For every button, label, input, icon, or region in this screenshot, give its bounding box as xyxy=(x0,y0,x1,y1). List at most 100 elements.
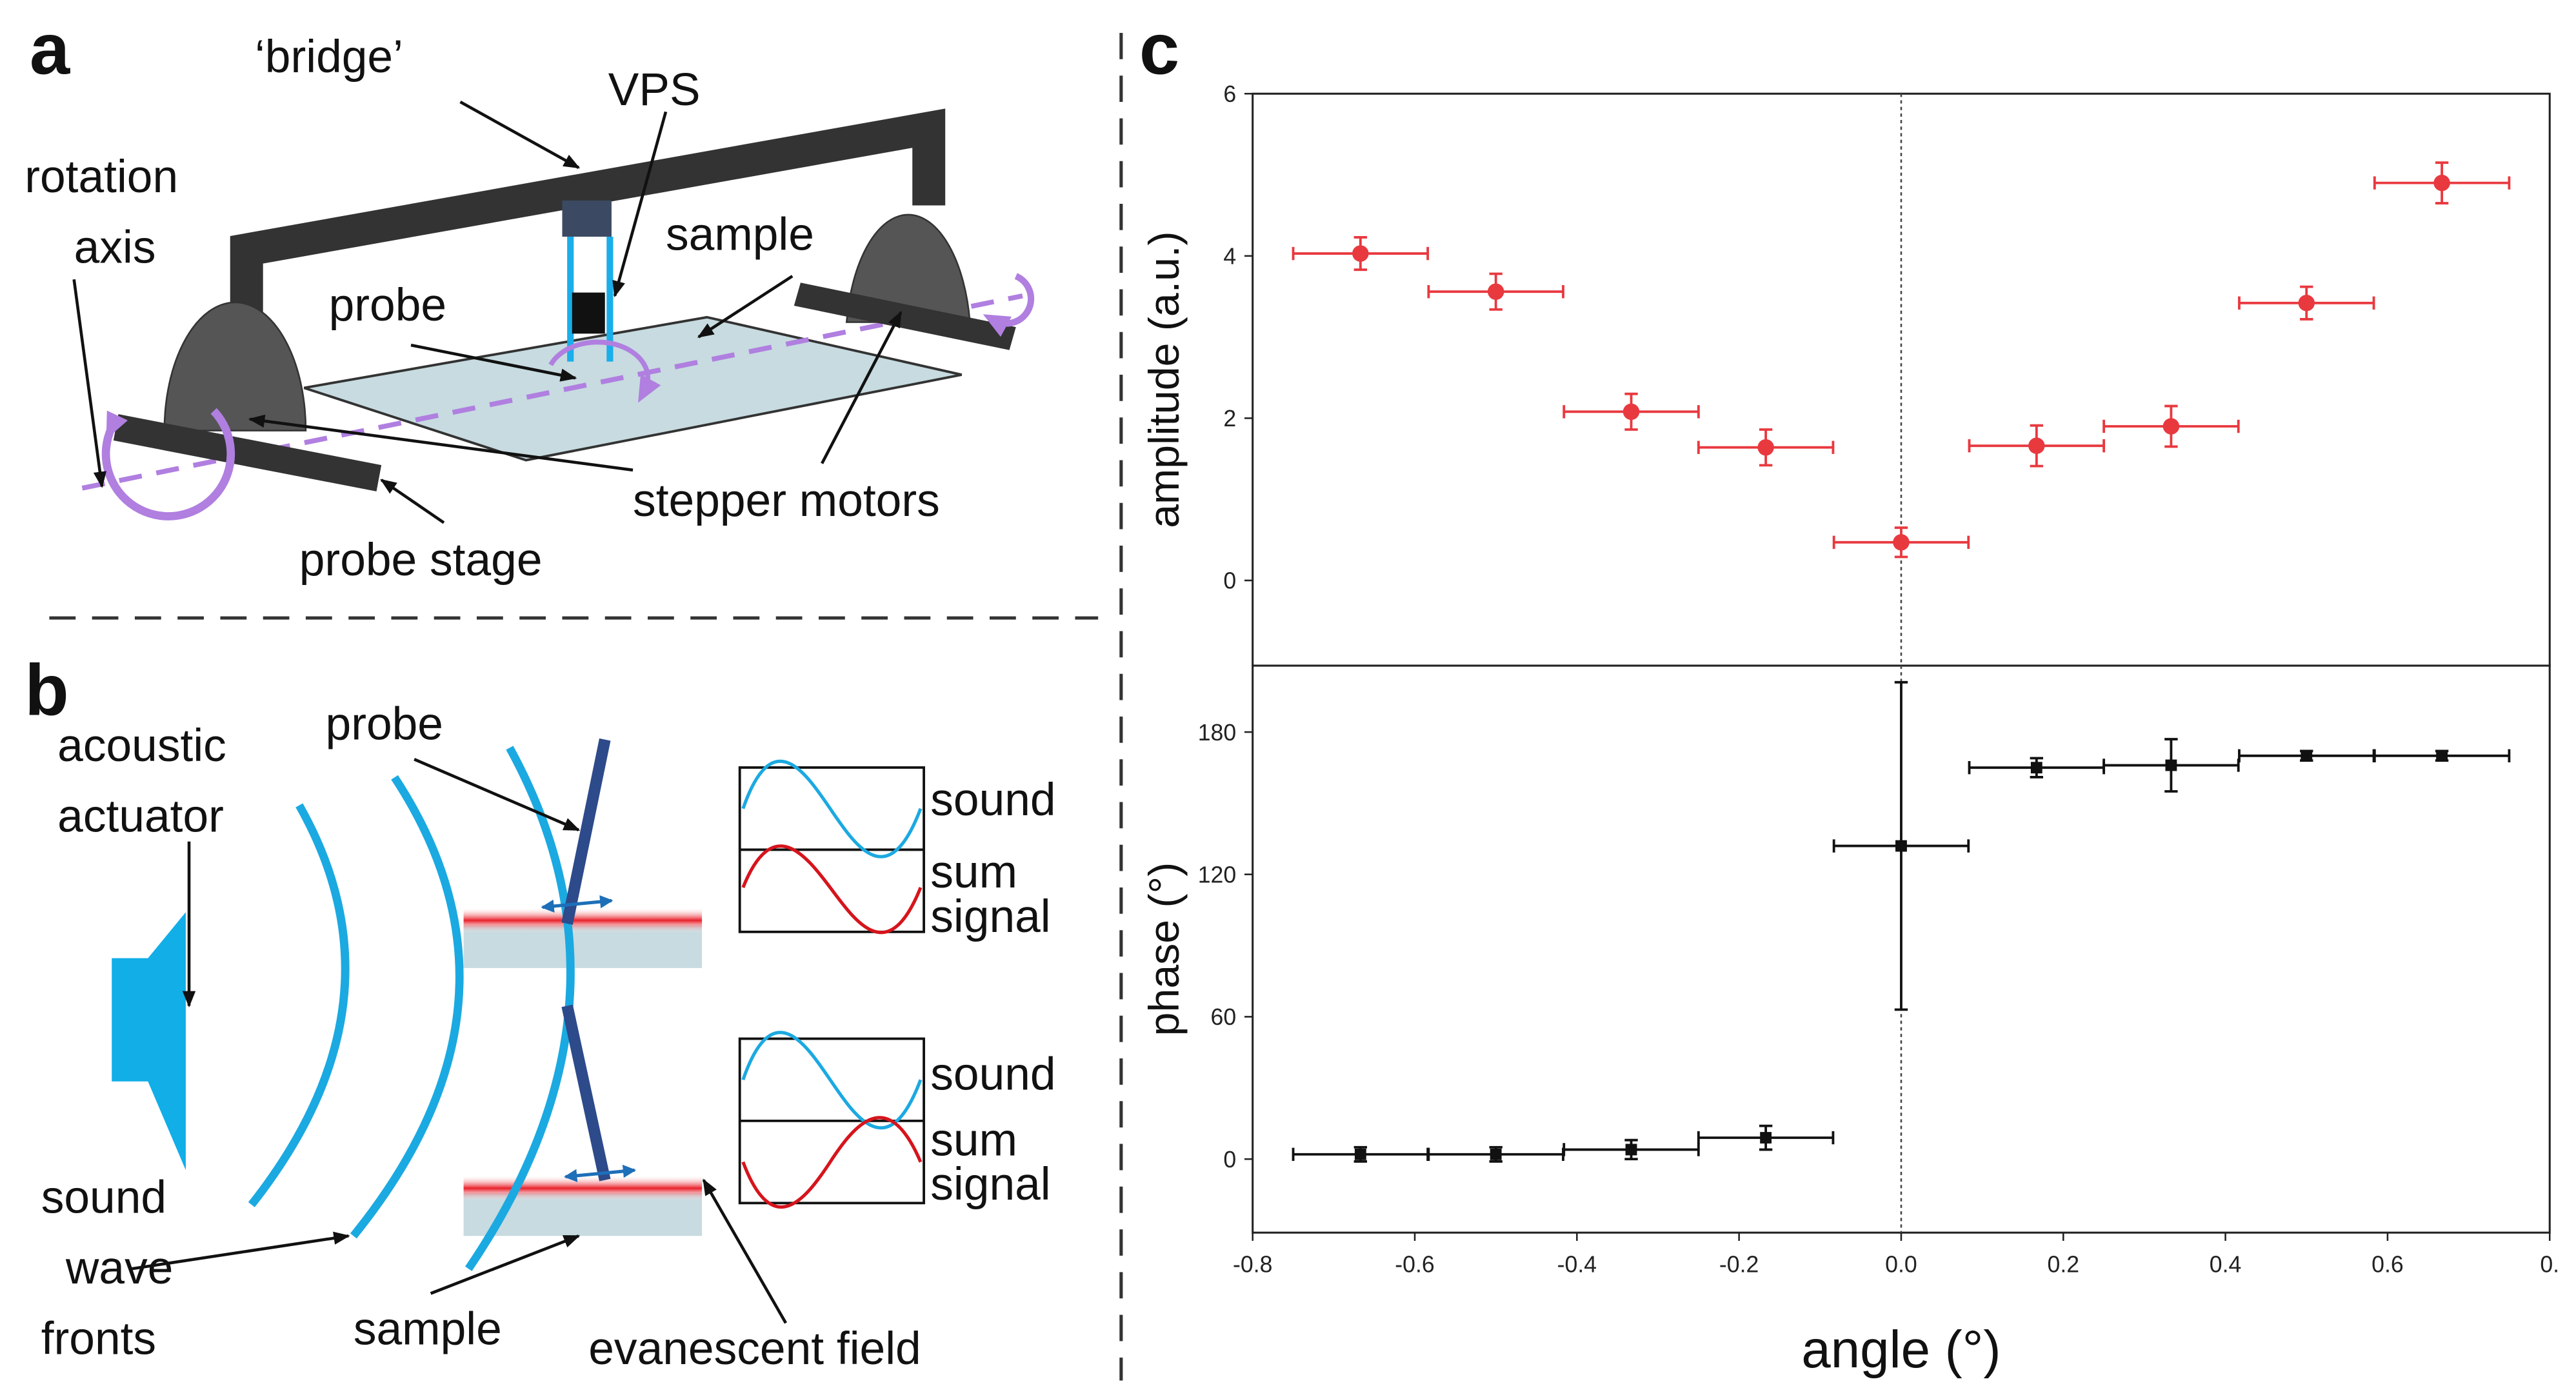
point xyxy=(1487,283,1504,300)
pointer xyxy=(72,279,107,488)
label: rotation xyxy=(25,151,178,203)
x-tick-label: 0.0 xyxy=(1885,1251,1917,1277)
x-tick-label: 0.4 xyxy=(2210,1251,2242,1277)
pointer xyxy=(612,111,668,298)
y-tick-label: 0 xyxy=(1223,568,1236,594)
label: VPS xyxy=(608,64,701,115)
wave-front xyxy=(248,803,350,1207)
signal-box xyxy=(738,759,925,935)
label: probe stage xyxy=(299,534,543,586)
label: actuator xyxy=(57,790,224,842)
y-axis-label: phase (°) xyxy=(1141,862,1188,1036)
x-tick-label: -0.4 xyxy=(1557,1251,1597,1277)
x-tick-label: -0.8 xyxy=(1233,1251,1272,1277)
point xyxy=(2162,418,2180,435)
label: sound xyxy=(41,1172,166,1224)
x-tick-label: -0.6 xyxy=(1395,1251,1434,1277)
pointer xyxy=(131,1231,350,1271)
rotation-arrow xyxy=(101,408,235,520)
x-tick-label: 0.6 xyxy=(2371,1251,2404,1277)
stage xyxy=(794,282,1016,350)
label: sum xyxy=(930,846,1017,898)
rotation-arrow xyxy=(983,273,1035,337)
y-tick-label: 6 xyxy=(1223,81,1236,107)
evanescent-band xyxy=(463,1174,703,1202)
point xyxy=(1893,534,1910,551)
panel-b: b acoustic actuator probe sound wave fro… xyxy=(25,649,1055,1374)
point xyxy=(1354,1148,1366,1160)
oscillation xyxy=(564,1164,637,1182)
y-tick-label: 60 xyxy=(1211,1004,1237,1030)
label: sample xyxy=(354,1303,502,1354)
label: signal xyxy=(930,1158,1050,1210)
actuator xyxy=(112,958,152,1082)
label: probe xyxy=(329,279,446,331)
point xyxy=(2298,295,2315,312)
pointer xyxy=(821,310,903,464)
label: sample xyxy=(666,208,814,260)
y-tick-label: 4 xyxy=(1223,244,1236,270)
panel-a: a ‘bridge’ VPS rotation axis sample prob… xyxy=(25,9,1035,586)
y-tick-label: 180 xyxy=(1198,720,1237,746)
point xyxy=(2433,174,2450,192)
probe-stage xyxy=(113,414,382,491)
label: acoustic xyxy=(57,720,226,771)
label: sum xyxy=(930,1114,1017,1165)
x-axis-label: angle (°) xyxy=(1801,1320,2001,1379)
point xyxy=(2028,437,2045,454)
point xyxy=(2436,749,2448,762)
point xyxy=(1622,403,1640,421)
panel-letter: c xyxy=(1139,9,1179,90)
probe xyxy=(561,1004,611,1182)
y-tick-label: 2 xyxy=(1223,406,1236,431)
point xyxy=(1490,1148,1502,1160)
panel-c: c 0 2 4 6 amplitude (a.u.) 0 60 120 180 -0.8 -0.6 -… xyxy=(1139,9,2559,1379)
label: axis xyxy=(74,222,156,273)
stepper-motor xyxy=(163,301,307,431)
stepper-motor xyxy=(845,213,971,323)
panel-letter: a xyxy=(30,9,71,90)
y-axis-label: amplitude (a.u.) xyxy=(1141,232,1188,528)
label: fronts xyxy=(41,1313,156,1365)
pointer xyxy=(410,343,577,382)
panel-letter: b xyxy=(25,649,68,730)
x-tick-label: 0. xyxy=(2540,1251,2559,1277)
point xyxy=(1895,840,1907,852)
label: evanescent field xyxy=(588,1323,921,1374)
pointer xyxy=(697,275,794,339)
pointer xyxy=(414,758,581,831)
point xyxy=(2165,759,2177,771)
pointer xyxy=(702,1178,788,1324)
y-tick-label: 120 xyxy=(1198,862,1237,887)
signal-box xyxy=(738,1031,925,1209)
pointer xyxy=(380,479,445,524)
point xyxy=(1760,1132,1772,1144)
wave-front xyxy=(350,775,464,1239)
point xyxy=(1757,439,1774,456)
label: signal xyxy=(930,891,1050,942)
y-tick-label: 0 xyxy=(1223,1147,1236,1173)
bridge xyxy=(230,108,946,329)
pointer xyxy=(430,1234,581,1295)
vps-head xyxy=(562,200,612,237)
pointer xyxy=(248,414,634,472)
label: ‘bridge’ xyxy=(255,31,403,83)
x-tick-label: -0.2 xyxy=(1719,1251,1759,1277)
point xyxy=(1352,245,1369,262)
evanescent-band xyxy=(463,907,703,934)
label: wave xyxy=(65,1242,174,1294)
actuator xyxy=(148,912,186,1171)
probe xyxy=(561,738,611,925)
oscillation xyxy=(541,895,614,913)
x-tick-label: 0.2 xyxy=(2047,1251,2079,1277)
pointer xyxy=(459,101,581,169)
label: sound xyxy=(930,774,1055,826)
point xyxy=(1625,1144,1637,1156)
label: stepper motors xyxy=(633,475,940,526)
label: sound xyxy=(930,1048,1055,1100)
probe-holder xyxy=(572,292,605,334)
point xyxy=(2030,762,2042,774)
rotation-arrow xyxy=(548,339,661,403)
label: probe xyxy=(326,698,443,750)
